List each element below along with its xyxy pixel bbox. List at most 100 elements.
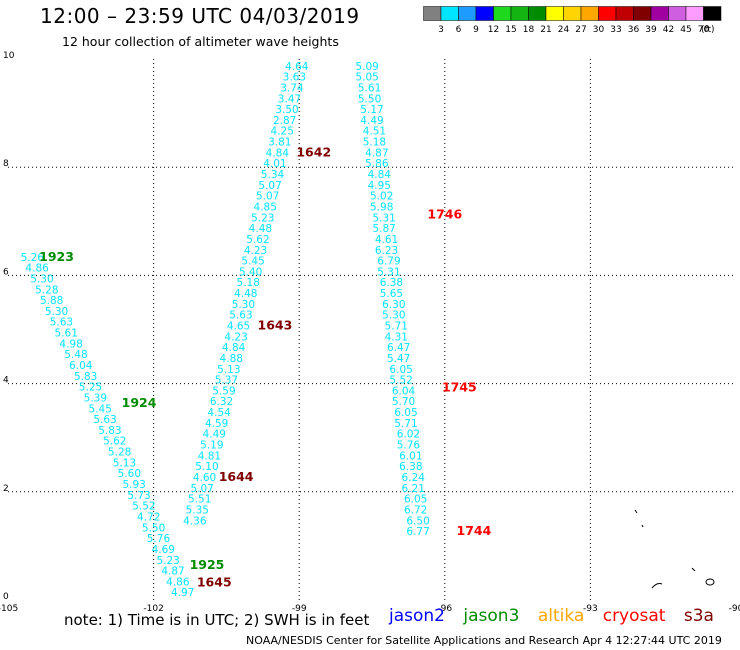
footer-credit: NOAA/NESDIS Center for Satellite Applica… [246,634,722,647]
colorbar-label: 18 [523,25,535,35]
wave-height-value: 5.62 [103,436,126,448]
pass-time-label: 1642 [296,144,331,159]
wave-height-value: 3.47 [278,93,301,105]
wave-height-value: 4.85 [254,201,277,213]
wave-height-value: 6.23 [375,245,398,257]
colorbar-label: 9 [473,25,479,35]
wave-height-value: 5.07 [256,191,279,203]
wave-height-value: 4.84 [266,147,290,159]
wave-height-value: 5.30 [45,306,68,318]
wave-height-value: 3.81 [268,137,291,149]
x-tick-label: -90 [729,604,740,614]
wave-height-value: 6.21 [402,483,425,495]
y-tick-label: 4 [3,376,9,386]
wave-height-value: 5.07 [190,483,213,495]
pass-time-label: 1645 [197,574,232,589]
colorbar-label: 33 [610,25,621,35]
wave-height-value: 4.25 [271,126,294,138]
wave-height-value: 6.38 [399,461,422,473]
wave-height-value: 5.34 [261,169,285,181]
wave-height-value: 5.35 [186,504,209,516]
note-text: note: 1) Time is in UTC; 2) SWH is in fe… [64,611,370,629]
wave-height-value: 4.23 [244,245,267,257]
wave-height-value: 4.81 [198,450,221,462]
x-tick-label: -93 [583,604,598,614]
pass-time-label: 1744 [457,523,492,538]
wave-height-value: 6.47 [387,342,410,354]
wave-height-value: 5.23 [251,212,274,224]
x-tick-label: -102 [143,604,163,614]
colorbar-label: 21 [540,25,551,35]
wave-height-value: 5.28 [35,284,58,296]
wave-height-value: 5.50 [358,93,381,105]
wave-height-value: 5.02 [370,191,393,203]
wave-height-value: 5.45 [241,256,264,268]
wave-height-value: 5.51 [188,494,211,506]
y-tick-label: 10 [3,51,15,61]
wave-height-value: 5.07 [258,180,281,192]
wave-height-value: 5.48 [64,349,87,361]
wave-height-value: 2.87 [273,115,296,127]
wave-height-value: 5.93 [122,479,145,491]
x-tick-label: -99 [292,604,307,614]
wave-height-value: 6.04 [392,385,416,397]
wave-height-value: 4.72 [137,511,160,523]
wave-height-value: 5.76 [147,533,171,545]
wave-height-value: 5.47 [387,353,410,365]
wave-height-value: 5.63 [50,317,73,329]
wave-height-value: 5.76 [397,440,421,452]
wave-height-value: 4.98 [59,338,82,350]
wave-height-value: 5.13 [113,457,136,469]
wave-height-value: 4.01 [263,158,286,170]
wave-height-value: 5.87 [372,223,395,235]
colorbar-label: 30 [593,25,605,35]
x-tick-label: -105 [0,604,18,614]
wave-height-value: 5.86 [365,158,389,170]
wave-height-value: 6.38 [380,277,403,289]
wave-height-value: 5.28 [108,447,131,459]
wave-height-value: 5.30 [232,299,255,311]
wave-height-value: 4.59 [205,418,228,430]
wave-height-value: 6.02 [397,429,420,441]
y-tick-label: 0 [3,592,9,602]
wave-height-value: 5.83 [74,371,97,383]
wave-height-value: 4.69 [152,544,175,556]
wave-height-value: 4.86 [25,263,49,275]
colorbar-label: 3 [438,25,444,35]
colorbar-label: 45 [680,25,691,35]
wave-height-value: 5.70 [392,396,415,408]
wave-height-value: 4.86 [166,576,190,588]
wave-height-value: 5.37 [215,375,238,387]
wave-height-value: 4.48 [234,288,257,300]
wave-height-value: 5.18 [363,137,386,149]
pass-time-label: 1923 [39,249,74,264]
colorbar-label: 15 [505,25,516,35]
wave-height-value: 6.24 [402,472,426,484]
wave-height-value: 4.95 [368,180,391,192]
wave-height-value: 5.13 [217,364,240,376]
colorbar-swatch [703,6,722,21]
legend-s3a: s3a [683,606,714,626]
wave-height-value: 4.49 [203,429,226,441]
wave-height-value: 5.98 [370,201,393,213]
wave-height-value: 5.17 [360,104,383,116]
pass-time-label: 1924 [122,395,157,410]
wave-height-value: 5.59 [212,385,235,397]
wave-height-value: 4.49 [360,115,383,127]
pass-time-label: 1746 [427,207,462,222]
colorbar-label: 42 [663,25,674,35]
wave-height-value: 3.74 [280,82,304,94]
x-tick-label: -96 [437,604,452,614]
wave-height-value: 5.61 [358,82,381,94]
wave-height-value: 5.52 [132,501,155,513]
wave-height-value: 5.71 [385,321,408,333]
wave-height-value: 4.84 [368,169,392,181]
wave-height-value: 6.05 [404,494,427,506]
wave-height-value: 5.31 [377,266,400,278]
legend-altika: altika [537,606,585,626]
wave-height-value: 4.36 [183,515,207,527]
pass-time-label: 1925 [190,557,225,572]
wave-height-value: 4.61 [375,234,398,246]
wave-height-value: 5.10 [195,461,218,473]
